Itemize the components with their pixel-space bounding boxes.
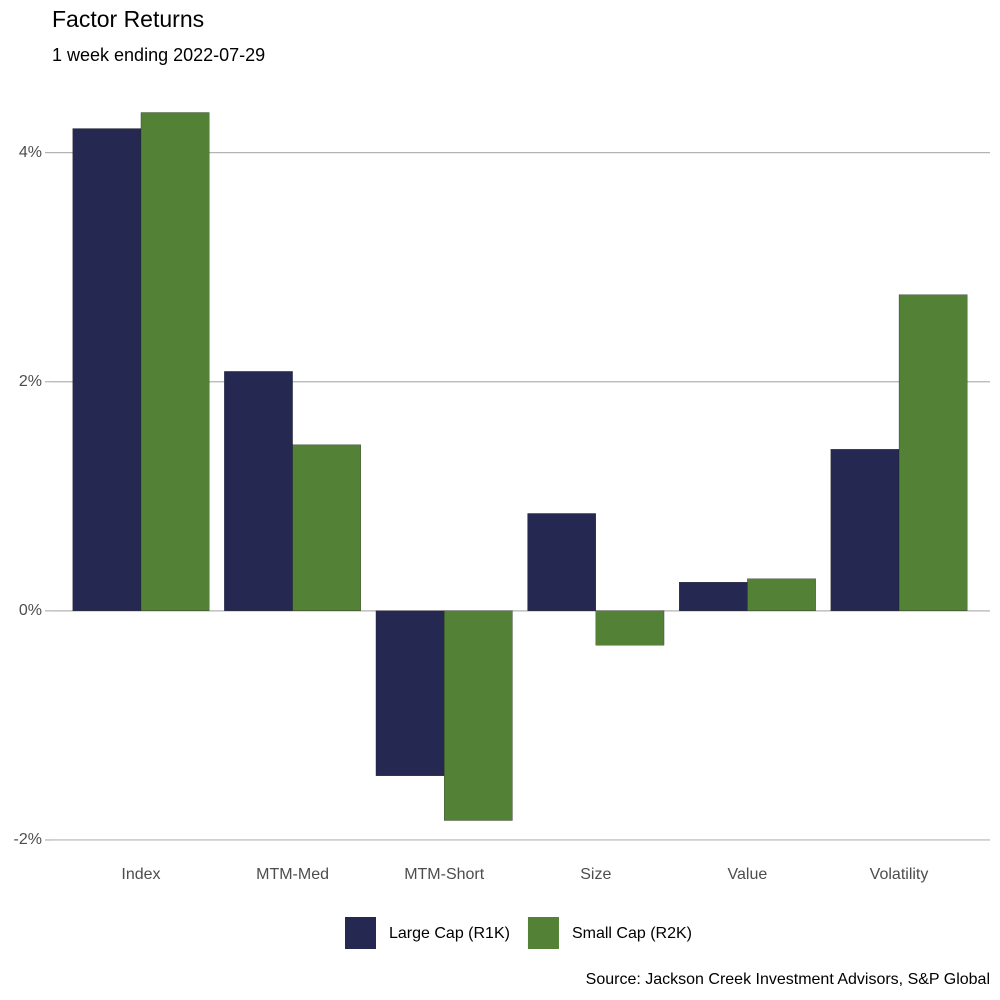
x-tick-label: Size: [580, 866, 611, 883]
bar: [224, 371, 293, 611]
bar: [595, 610, 665, 646]
y-tick-label: 2%: [19, 373, 42, 390]
bar: [375, 610, 445, 776]
bar: [898, 294, 968, 611]
chart-subtitle: 1 week ending 2022-07-29: [52, 45, 265, 65]
bar: [679, 582, 748, 611]
x-tick-label: Volatility: [870, 866, 929, 883]
bar: [830, 449, 900, 611]
y-tick-label: 4%: [19, 144, 42, 161]
x-tick-label: Value: [728, 866, 768, 883]
bar: [292, 444, 361, 611]
x-tick-label: MTM-Short: [404, 866, 485, 883]
x-tick-label: Index: [121, 866, 160, 883]
x-tick-label: MTM-Med: [256, 866, 329, 883]
legend-swatch: [345, 917, 376, 949]
bar: [444, 610, 513, 821]
y-tick-label: -2%: [14, 831, 42, 848]
legend-swatch: [527, 917, 559, 949]
y-tick-label: 0%: [19, 602, 42, 619]
legend-label: Large Cap (R1K): [389, 925, 510, 942]
bar: [140, 112, 210, 611]
bar: [72, 128, 142, 611]
bar: [747, 578, 816, 611]
bar: [527, 513, 596, 611]
caption: Source: Jackson Creek Investment Advisor…: [586, 971, 990, 988]
legend-label: Small Cap (R2K): [572, 925, 692, 942]
chart-title: Factor Returns: [52, 6, 204, 32]
